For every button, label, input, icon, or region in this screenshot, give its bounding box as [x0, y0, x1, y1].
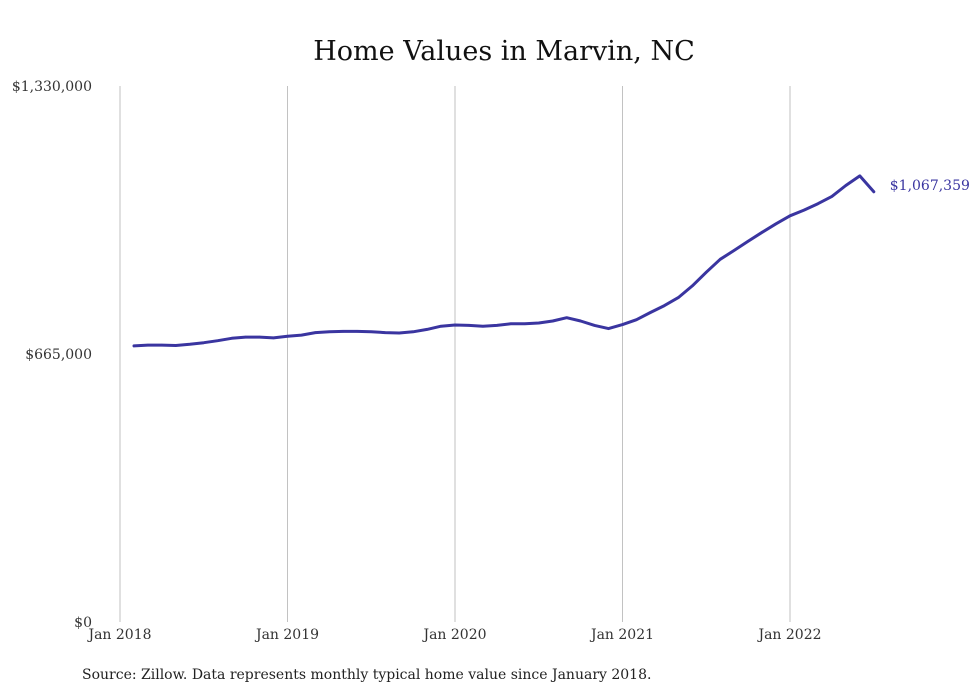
data-point [691, 284, 694, 288]
data-point [593, 324, 596, 327]
data-point [733, 249, 736, 252]
data-point [244, 335, 247, 339]
data-point [328, 330, 331, 333]
series-layer [132, 174, 876, 348]
data-point [788, 214, 792, 217]
data-point [579, 319, 582, 323]
data-point [495, 324, 499, 327]
data-point [774, 222, 778, 225]
data-point [146, 343, 150, 347]
data-point [453, 323, 457, 327]
data-point [286, 335, 289, 338]
data-point [523, 322, 526, 325]
data-point [649, 311, 652, 314]
x-tick-label: Jan 2020 [421, 627, 486, 643]
data-point [705, 271, 708, 274]
data-point [621, 323, 624, 326]
y-tick-label: $0 [74, 615, 92, 631]
data-point [551, 319, 554, 323]
data-point [272, 336, 275, 340]
y-tick-label: $665,000 [25, 347, 92, 363]
data-point [188, 343, 191, 346]
data-point [439, 325, 443, 328]
data-point [635, 318, 638, 321]
x-tick-label: Jan 2018 [86, 627, 151, 643]
data-point [356, 330, 359, 333]
data-point [677, 296, 680, 299]
y-axis-tick-labels: $0 $665,000 $1,330,000 [12, 79, 92, 631]
data-point [816, 202, 820, 205]
data-point [202, 341, 205, 344]
x-axis-tick-labels: Jan 2018 Jan 2019 Jan 2020 Jan 2021 Jan 2022 [86, 627, 821, 643]
series-line [132, 174, 876, 348]
end-value-label: $1,067,359 [890, 178, 970, 194]
data-point [746, 240, 750, 243]
y-tick-label: $1,330,000 [12, 79, 92, 95]
data-point [858, 174, 861, 178]
data-point [719, 258, 722, 261]
data-point [425, 328, 429, 331]
data-point [230, 337, 233, 340]
data-point [844, 184, 847, 187]
x-tick-label: Jan 2022 [756, 627, 821, 643]
data-point [258, 335, 261, 339]
data-point [802, 208, 806, 212]
data-point [174, 344, 177, 347]
data-point [607, 327, 610, 330]
data-point [537, 321, 540, 325]
data-point [663, 304, 666, 307]
x-tick-label: Jan 2019 [254, 627, 319, 643]
data-point [830, 195, 834, 198]
data-point [872, 190, 875, 193]
data-point [565, 316, 568, 319]
data-point [160, 343, 164, 347]
data-point [384, 331, 387, 334]
data-point [760, 231, 764, 234]
data-point [132, 344, 136, 348]
data-point [370, 330, 373, 333]
data-point [398, 331, 401, 335]
data-point [216, 339, 219, 342]
data-point [411, 330, 415, 333]
chart-title: Home Values in Marvin, NC [313, 36, 695, 67]
data-point [314, 331, 317, 334]
source-note: Source: Zillow. Data represents monthly … [82, 667, 652, 683]
data-point [481, 325, 485, 328]
data-point [509, 322, 512, 325]
data-point [342, 330, 345, 333]
data-point [300, 333, 303, 337]
x-tick-label: Jan 2021 [589, 627, 654, 643]
vertical-gridlines [119, 86, 791, 622]
data-point [467, 324, 471, 327]
